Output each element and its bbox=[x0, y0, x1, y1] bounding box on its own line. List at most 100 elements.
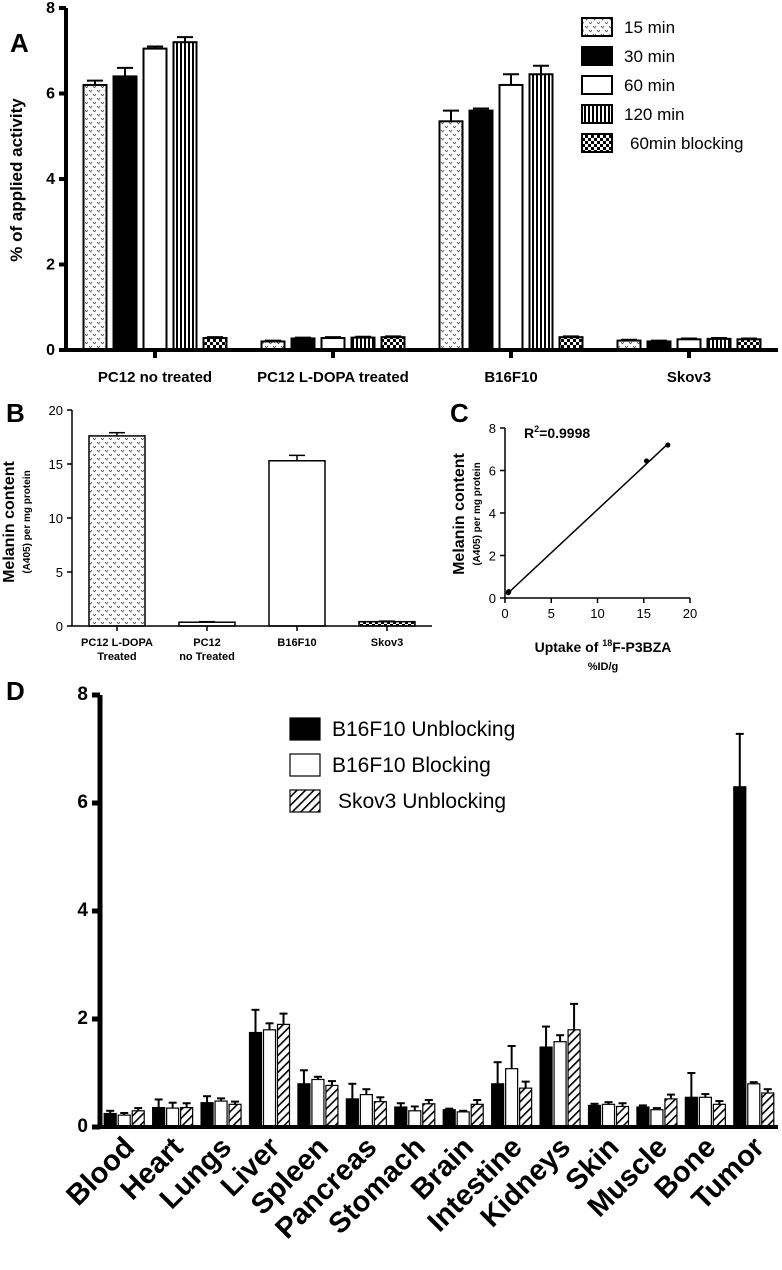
panel-c-y-tick-label: 2 bbox=[489, 549, 496, 564]
panel-d-bar bbox=[553, 1041, 567, 1128]
panel-c-y-tick-label: 8 bbox=[489, 421, 496, 436]
panel-c-data-point bbox=[665, 442, 671, 448]
panel-d-bar bbox=[539, 1046, 553, 1128]
panel-b-y-tick-label: 0 bbox=[56, 619, 63, 634]
panel-c-y-axis-sublabel: (A405) per mg protein bbox=[472, 462, 483, 565]
panel-a-legend-swatch bbox=[581, 17, 613, 37]
panel-b-bar bbox=[88, 435, 146, 627]
panel-c-letter: C bbox=[450, 398, 469, 428]
panel-c-x-tick-label: 10 bbox=[590, 606, 604, 621]
panel-a-legend-label: 120 min bbox=[624, 105, 684, 124]
panel-c-x-tick-label: 5 bbox=[548, 606, 555, 621]
panel-a-x-tick-label: PC12 L-DOPA treated bbox=[257, 369, 409, 386]
panel-c-y-tick-label: 4 bbox=[489, 506, 496, 521]
panel-a-x-tick-label: Skov3 bbox=[667, 369, 711, 386]
panel-a-bar bbox=[172, 41, 198, 351]
panel-d-letter: D bbox=[6, 676, 25, 706]
panel-a-y-axis: 0 2 4 6 8 bbox=[46, 0, 68, 359]
panel-d-bar bbox=[166, 1107, 180, 1128]
panel-d-bar bbox=[636, 1106, 650, 1128]
panel-a-bar bbox=[468, 109, 494, 351]
panel-d-bar bbox=[408, 1110, 422, 1128]
panel-a-bars bbox=[82, 36, 762, 352]
panel-d-legend-swatch bbox=[289, 753, 321, 777]
panel-d-bar bbox=[325, 1084, 339, 1128]
panel-c-r-label: R bbox=[524, 425, 534, 441]
panel-a-legend-label: 60 min bbox=[624, 76, 675, 95]
panel-c-fit-line bbox=[507, 443, 669, 594]
panel-a-legend-label: 60min blocking bbox=[630, 134, 743, 153]
panel-a-legend: 15 min 30 min 60 min 120 min 60min blocking bbox=[581, 17, 743, 153]
panel-d-bar bbox=[131, 1110, 145, 1128]
panel-c-x-label-sup: 18 bbox=[602, 638, 612, 648]
panel-b-x-tick-label: no Treated bbox=[179, 651, 235, 663]
panel-b-y-tick-label: 20 bbox=[49, 403, 63, 418]
panel-d-y-tick-label: 0 bbox=[77, 1116, 88, 1137]
panel-b-y-tick-label: 15 bbox=[49, 457, 63, 472]
panel-d-bar bbox=[747, 1083, 761, 1128]
panel-c-data-point bbox=[643, 458, 650, 464]
panel-a-legend-swatch bbox=[581, 75, 613, 95]
panel-c-y-axis-label: Melanin content bbox=[451, 452, 468, 574]
panel-d-x-axis: BloodHeartLungsLiverSpleenPancreasStomac… bbox=[60, 1125, 778, 1245]
panel-d-bar bbox=[456, 1111, 470, 1128]
panel-d-bar bbox=[519, 1087, 533, 1128]
panel-d-bar bbox=[394, 1106, 408, 1128]
panel-c-x-tick-label: 0 bbox=[501, 606, 508, 621]
panel-d-bar bbox=[684, 1096, 698, 1128]
panel-b-y-tick-label: 5 bbox=[56, 565, 63, 580]
panel-a-bar bbox=[82, 83, 108, 351]
panel-c-plot bbox=[505, 442, 671, 596]
panel-a-legend-label: 30 min bbox=[624, 47, 675, 66]
panel-a-legend-swatch bbox=[581, 104, 613, 124]
panel-d-legend-label: Skov3 Unblocking bbox=[338, 790, 506, 813]
panel-a-y-tick-label: 2 bbox=[46, 257, 55, 274]
panel-a-bar bbox=[142, 47, 168, 352]
panel-d-bar bbox=[373, 1101, 387, 1128]
panel-b-bar bbox=[268, 460, 326, 627]
panel-c-x-tick-label: 20 bbox=[683, 606, 697, 621]
panel-d-bar bbox=[200, 1102, 214, 1128]
panel-d-bar bbox=[491, 1083, 505, 1128]
panel-d-bar bbox=[152, 1106, 166, 1128]
panel-d-bar bbox=[359, 1093, 373, 1128]
panel-c-y-tick-label: 0 bbox=[489, 591, 496, 606]
panel-d-bar bbox=[567, 1029, 581, 1128]
panel-d-bar bbox=[712, 1103, 726, 1128]
panel-b-x-tick-label: PC12 L-DOPA bbox=[81, 637, 153, 649]
panel-d-bar bbox=[615, 1105, 630, 1128]
panel-c-r-value: =0.9998 bbox=[539, 425, 590, 441]
panel-c-x-tick-label: 15 bbox=[637, 606, 651, 621]
panel-d-bar bbox=[761, 1092, 775, 1128]
panel-d-y-tick-label: 8 bbox=[77, 684, 88, 705]
panel-d-chart: 0 2 4 6 8 BloodHeartLungsLiverSpleenPancreas… bbox=[60, 684, 778, 1245]
panel-a-x-axis: PC12 no treated PC12 L-DOPA treated B16F10… bbox=[66, 348, 778, 386]
panel-d-bar bbox=[276, 1023, 291, 1128]
panel-d-y-tick-label: 6 bbox=[77, 792, 88, 813]
panel-a-bar bbox=[528, 73, 554, 351]
panel-d-bar bbox=[442, 1109, 456, 1128]
panel-d-bar bbox=[311, 1078, 325, 1128]
panel-a-legend-swatch bbox=[581, 46, 613, 66]
panel-d-legend: B16F10 Unblocking B16F10 Blocking Skov3 Un… bbox=[289, 717, 515, 813]
panel-d-bar bbox=[180, 1106, 194, 1128]
panel-a-y-tick-label: 6 bbox=[46, 86, 55, 103]
panel-b-chart: Melanin content (A405) per mg protein 0 5… bbox=[1, 403, 432, 663]
panel-d-bar bbox=[248, 1031, 263, 1128]
panel-c-x-label-post: F-P3BZA bbox=[612, 639, 671, 655]
panel-a-bar bbox=[112, 75, 138, 352]
panel-d-legend-label: B16F10 Blocking bbox=[332, 754, 491, 777]
panel-d-bar bbox=[345, 1098, 359, 1128]
panel-c-data-point bbox=[506, 589, 512, 595]
panel-d-bar bbox=[297, 1083, 311, 1128]
panel-c-r-sup: 2 bbox=[534, 424, 539, 434]
panel-d-bar bbox=[733, 786, 747, 1128]
panel-c-x-axis-label: Uptake of 18F-P3BZA bbox=[535, 638, 672, 655]
panel-a-legend-swatch bbox=[581, 133, 613, 153]
panel-a-chart: % of applied activity 0 2 4 6 8 PC12 no trea… bbox=[7, 0, 778, 386]
panel-b-x-tick-label: Skov3 bbox=[371, 637, 403, 649]
panel-d-bar bbox=[103, 1112, 117, 1128]
panel-b-y-axis-sublabel: (A405) per mg protein bbox=[22, 470, 33, 573]
panel-a-y-tick-label: 4 bbox=[46, 171, 55, 188]
